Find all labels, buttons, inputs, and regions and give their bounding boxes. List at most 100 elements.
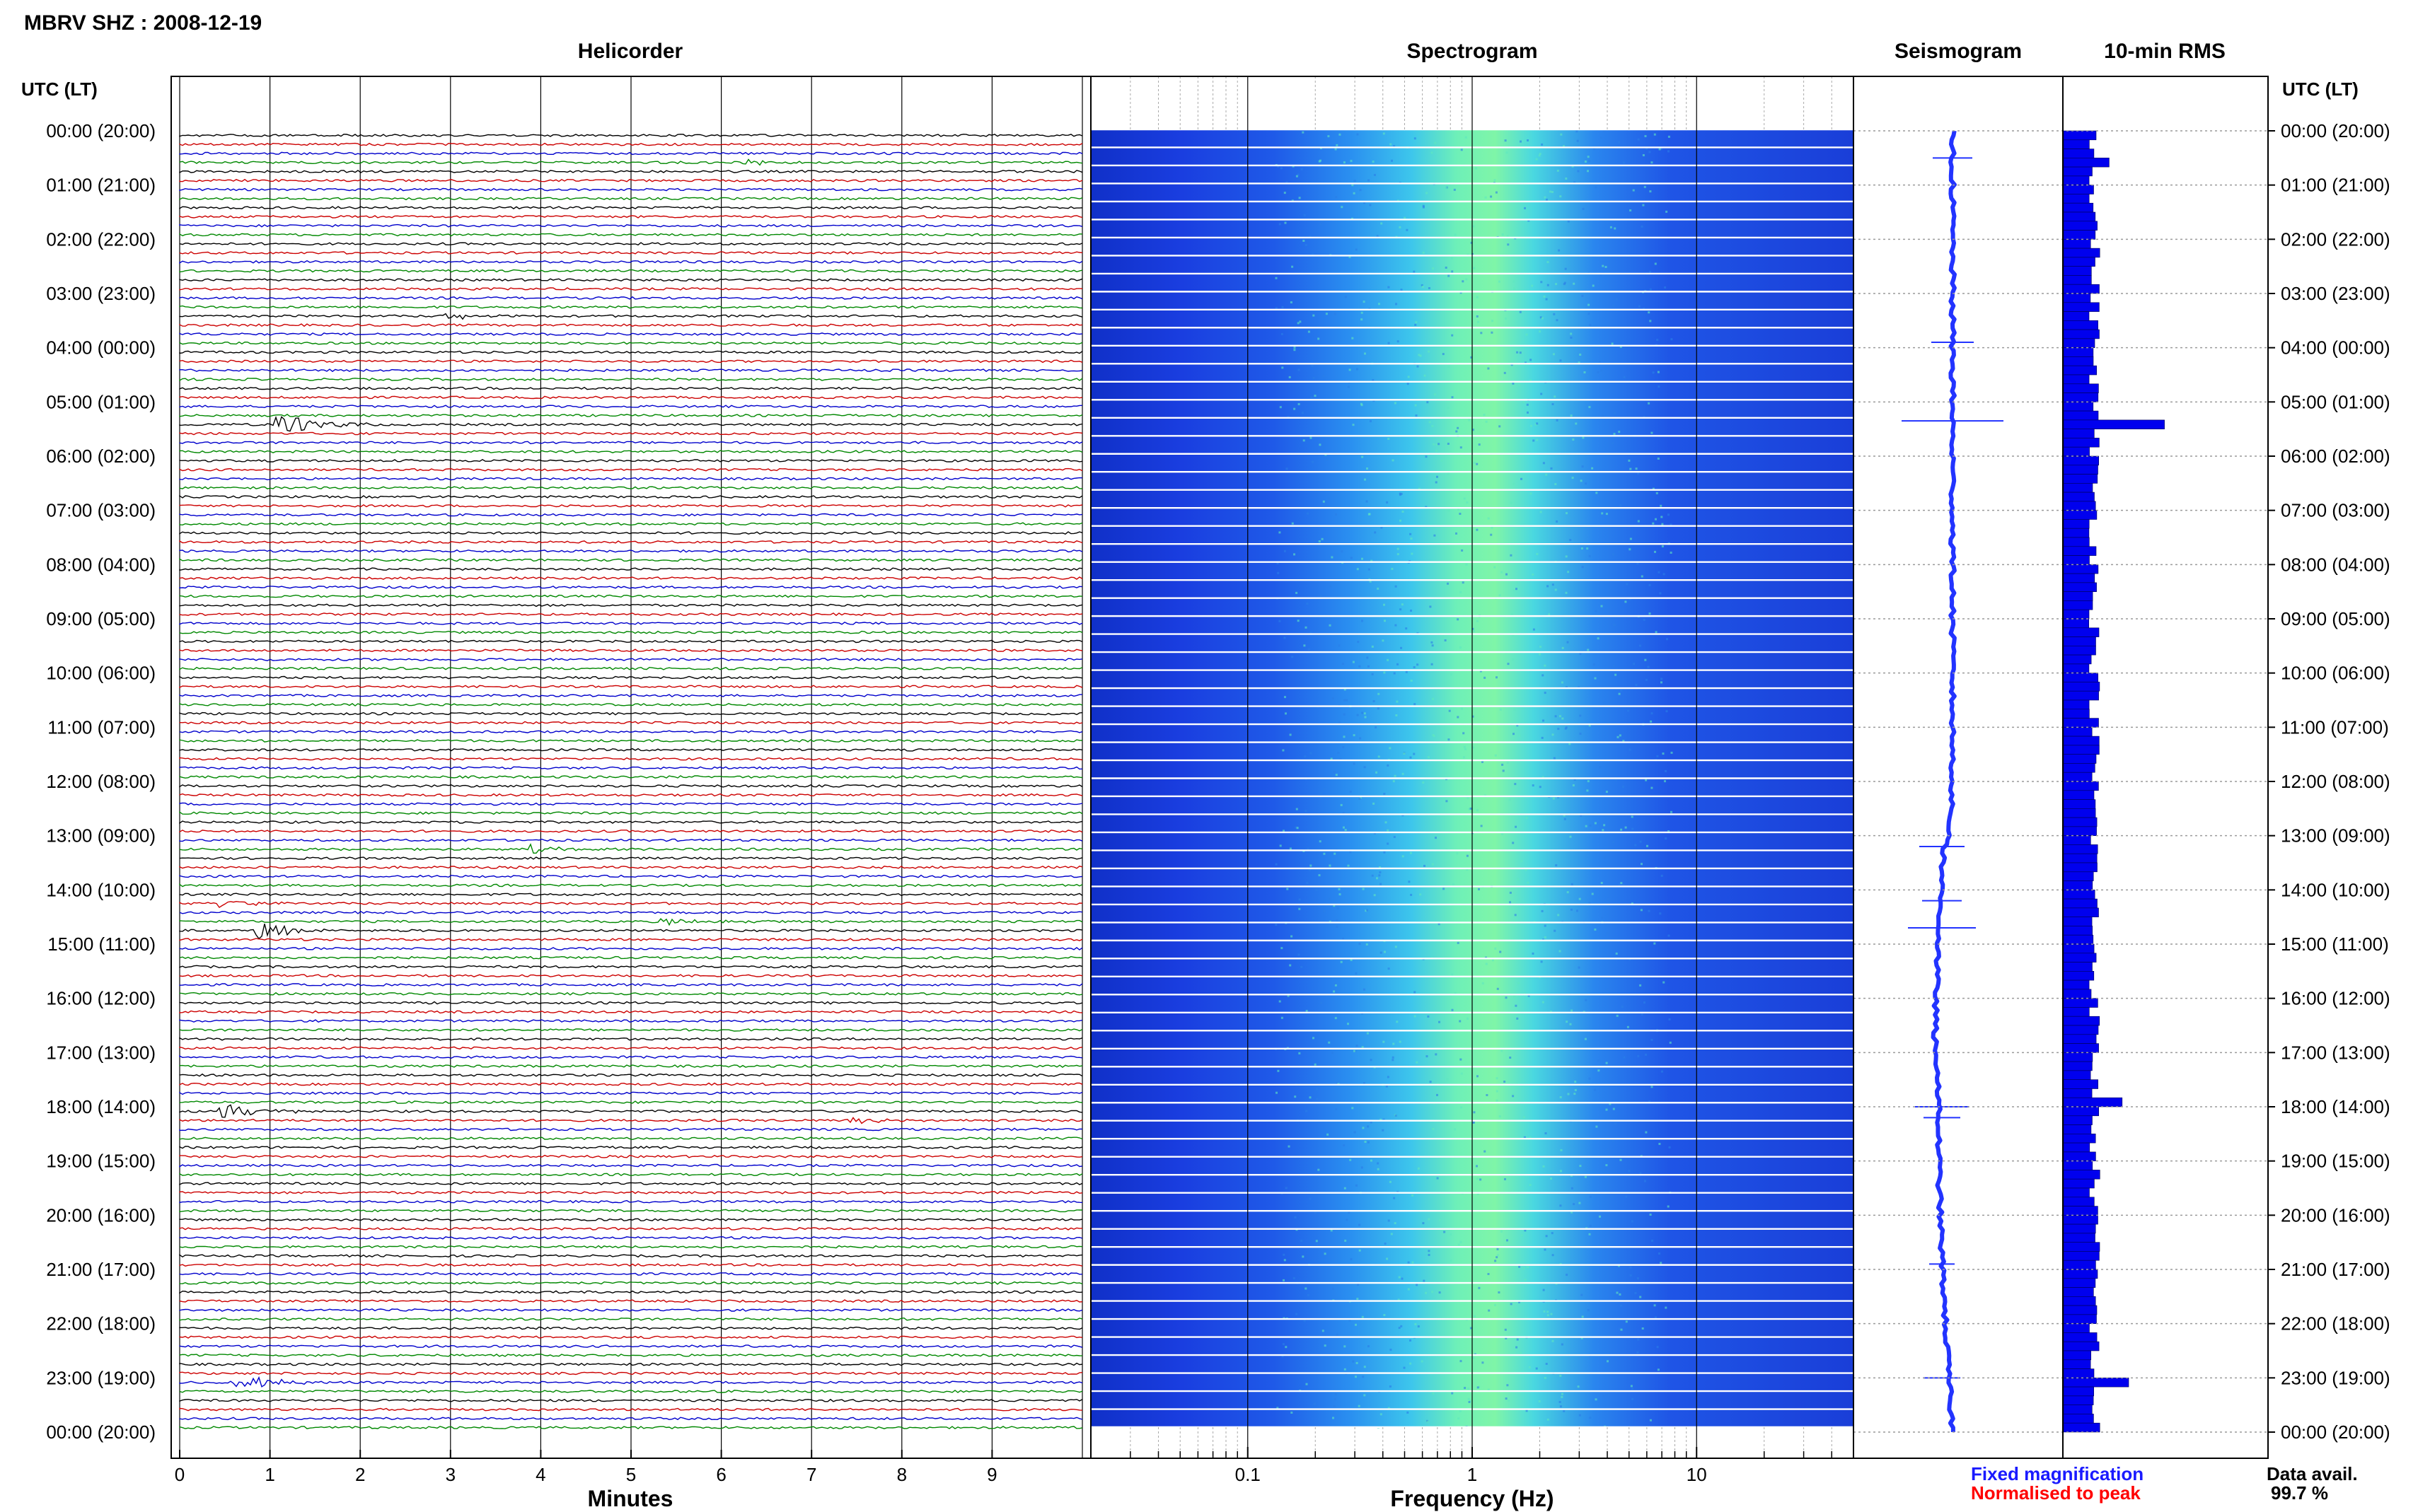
spectrogram-speckle (1554, 715, 1557, 718)
spectrogram-speckle (1325, 216, 1327, 219)
spectrogram-speckle (1360, 1166, 1363, 1169)
spectrogram-speckle (1645, 678, 1648, 681)
spectrogram-speckle (1487, 1388, 1490, 1391)
spectrogram-speckle (1585, 482, 1587, 485)
spectrogram-speckle (1459, 513, 1462, 515)
spectrogram-speckle (1383, 793, 1386, 795)
spectrogram-speckle (1335, 1107, 1338, 1110)
spectrogram-speckle (1459, 1240, 1462, 1243)
spectrogram-speckle (1454, 233, 1457, 236)
spectrogram-speckle (1312, 314, 1315, 317)
spectrogram-speckle (1294, 1095, 1297, 1098)
spectrogram-speckle (1343, 735, 1346, 738)
helicorder-trace (179, 1362, 1083, 1366)
spectrogram-speckle (1586, 547, 1589, 550)
spectrogram-speckle (1307, 648, 1310, 651)
spectrogram-speckle (1548, 613, 1551, 616)
spectrogram-speckle (1315, 1088, 1318, 1091)
spectrogram-speckle (1468, 419, 1471, 421)
spectrogram-speckle (1571, 165, 1574, 168)
spectrogram-speckle (1515, 581, 1518, 583)
spectrogram-speckle (1546, 1418, 1549, 1421)
spectrogram-speckle (1443, 1231, 1446, 1233)
spectrogram-speckle (1308, 868, 1311, 871)
spectrogram-speckle (1612, 304, 1615, 307)
spectrogram-speckle (1442, 353, 1445, 356)
rms-bar (2063, 1359, 2091, 1369)
helicorder-trace (179, 522, 1083, 526)
helicorder-trace (179, 395, 1083, 400)
spectrogram-speckle (1278, 1000, 1281, 1003)
spectrogram-speckle (1485, 420, 1488, 423)
spectrogram-speckle (1387, 286, 1390, 289)
spectrogram-speckle (1459, 591, 1462, 593)
rms-bar (2063, 455, 2100, 466)
spectrogram-speckle (1430, 641, 1433, 644)
spectrogram-speckle (1408, 880, 1411, 883)
spectrogram-speckle (1535, 158, 1538, 161)
rms-bar (2063, 862, 2098, 873)
helicorder-title: Helicorder (578, 40, 683, 63)
spectrogram-speckle (1616, 735, 1619, 738)
spectrogram-speckle (1532, 952, 1534, 955)
spectrogram-speckle (1303, 644, 1306, 647)
time-label-right: 01:00 (21:00) (2281, 175, 2390, 196)
spectrogram-speckle (1648, 1100, 1651, 1103)
spectrogram-speckle (1637, 1338, 1640, 1341)
spectrogram-speckle (1496, 1077, 1498, 1080)
spectrogram-speckle (1556, 419, 1558, 421)
spectrogram-speckle (1463, 497, 1466, 500)
spectrogram-speckle (1525, 361, 1527, 364)
spectrogram-speckle (1386, 501, 1389, 504)
spectrogram-speckle (1570, 332, 1573, 335)
minute-tick-label: 2 (355, 1464, 365, 1485)
spectrogram-speckle (1334, 148, 1337, 151)
spectrogram-speckle (1353, 762, 1355, 765)
rms-bar (2063, 754, 2097, 764)
spectrogram-speckle (1322, 500, 1325, 503)
spectrogram-speckle (1387, 1076, 1389, 1078)
rms-bar (2063, 429, 2095, 438)
spectrogram-speckle (1558, 1401, 1561, 1403)
spectrogram-speckle (1334, 1397, 1336, 1400)
helicorder-trace (179, 802, 1083, 806)
spectrogram-speckle (1352, 424, 1355, 426)
spectrogram-speckle (1594, 677, 1597, 680)
helicorder-trace (179, 305, 1083, 309)
spectrogram-speckle (1389, 143, 1392, 146)
spectrogram-speckle (1641, 1327, 1644, 1330)
rms-bar (2063, 636, 2096, 646)
spectrogram-speckle (1654, 262, 1657, 265)
spectrogram-speckle (1346, 699, 1348, 702)
rms-bar (2063, 799, 2096, 809)
spectrogram-speckle (1321, 1356, 1324, 1359)
spectrogram-speckle (1297, 953, 1300, 956)
spectrogram-speckle (1309, 1096, 1312, 1099)
spectrogram-speckle (1455, 430, 1458, 433)
spectrogram-speckle (1582, 207, 1585, 210)
spectrogram-speckle (1557, 914, 1560, 917)
spectrogram-speckle (1609, 1103, 1612, 1105)
spectrogram-speckle (1546, 284, 1549, 286)
helicorder-trace (179, 1104, 1083, 1118)
minute-tick-label: 8 (897, 1464, 907, 1485)
spectrogram-speckle (1628, 459, 1631, 462)
spectrogram-speckle (1387, 967, 1390, 970)
time-label-left: 10:00 (06:00) (46, 663, 156, 684)
helicorder-trace (179, 594, 1083, 598)
spectrogram-speckle (1454, 1128, 1457, 1131)
rms-bar (2063, 573, 2095, 583)
spectrogram-speckle (1480, 825, 1483, 827)
spectrogram-speckle (1580, 479, 1583, 482)
time-label-right: 22:00 (18:00) (2281, 1313, 2390, 1334)
rms-bar (2063, 1251, 2100, 1261)
helicorder-trace (179, 666, 1083, 670)
rms-bar (2063, 998, 2098, 1008)
spectrogram-speckle (1667, 1205, 1670, 1208)
spectrogram-speckle (1515, 588, 1517, 591)
spectrogram-speckle (1650, 1086, 1653, 1088)
spectrogram-speckle (1383, 671, 1386, 674)
spectrogram-speckle (1399, 519, 1401, 522)
time-label-left: 08:00 (04:00) (46, 554, 156, 575)
